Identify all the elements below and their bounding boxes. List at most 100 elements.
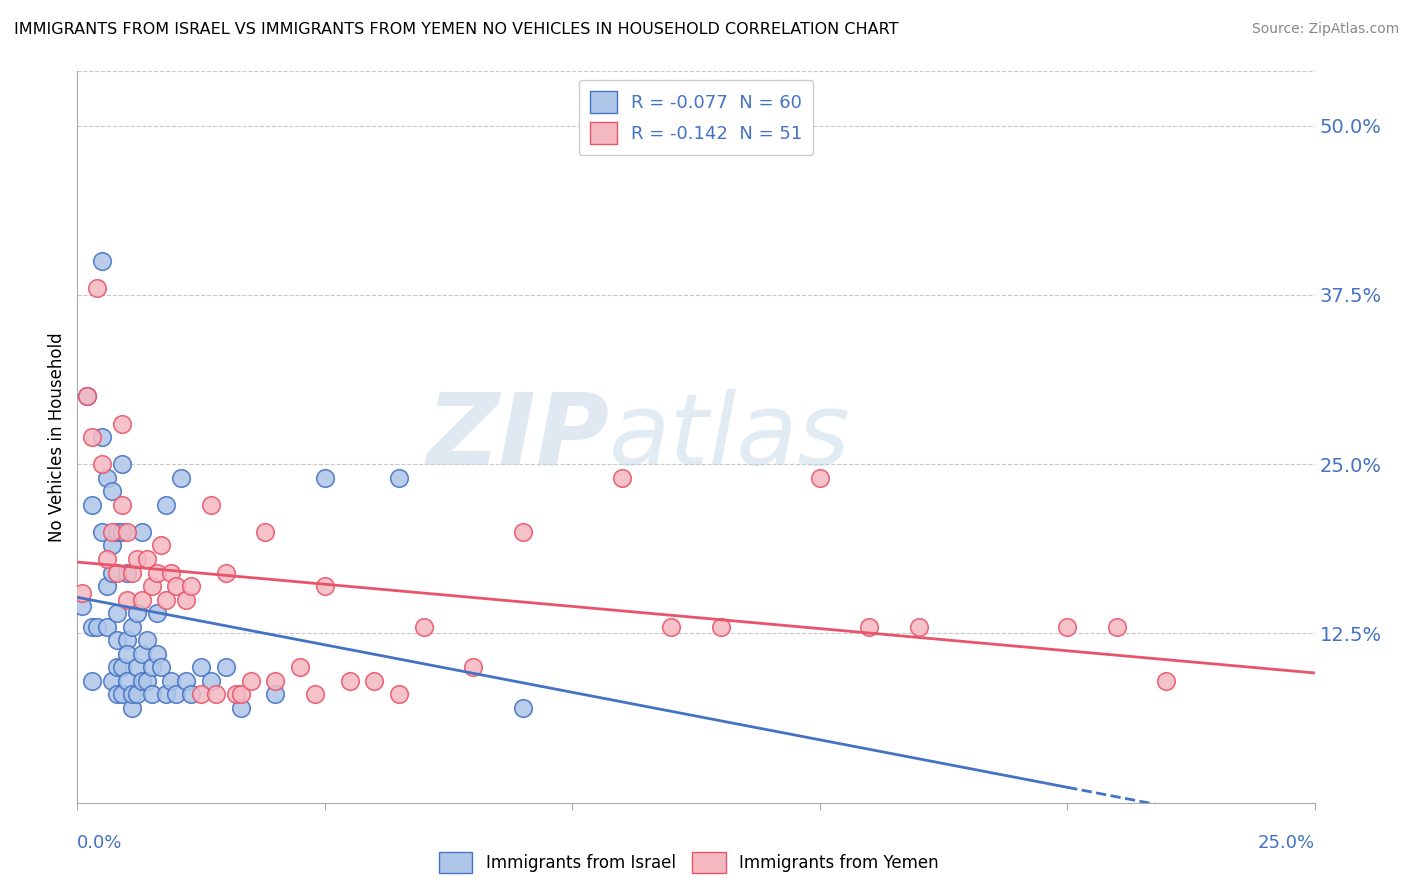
- Point: [463, 660, 485, 674]
- Point: [135, 673, 157, 688]
- Point: [131, 592, 153, 607]
- Point: [264, 688, 287, 702]
- Point: [72, 599, 94, 614]
- Point: [215, 660, 238, 674]
- Point: [150, 660, 173, 674]
- Point: [170, 471, 193, 485]
- Point: [229, 688, 252, 702]
- Point: [190, 688, 212, 702]
- Y-axis label: No Vehicles in Household: No Vehicles in Household: [48, 332, 66, 542]
- Point: [96, 620, 118, 634]
- Point: [135, 633, 157, 648]
- Point: [131, 647, 153, 661]
- Point: [101, 524, 124, 539]
- Point: [125, 606, 148, 620]
- Point: [101, 484, 124, 499]
- Point: [141, 660, 163, 674]
- Point: [105, 566, 128, 580]
- Point: [101, 538, 124, 552]
- Point: [363, 673, 385, 688]
- Point: [388, 471, 411, 485]
- Point: [111, 457, 134, 471]
- Point: [82, 620, 104, 634]
- Point: [200, 673, 222, 688]
- Point: [86, 281, 108, 295]
- Point: [105, 660, 128, 674]
- Legend: R = -0.077  N = 60, R = -0.142  N = 51: R = -0.077 N = 60, R = -0.142 N = 51: [579, 80, 813, 155]
- Point: [96, 471, 118, 485]
- Point: [115, 524, 138, 539]
- Point: [141, 688, 163, 702]
- Point: [388, 688, 411, 702]
- Point: [180, 688, 202, 702]
- Point: [512, 701, 534, 715]
- Point: [101, 673, 124, 688]
- Point: [145, 647, 167, 661]
- Point: [141, 579, 163, 593]
- Point: [115, 633, 138, 648]
- Point: [121, 566, 143, 580]
- Point: [205, 688, 228, 702]
- Point: [512, 524, 534, 539]
- Point: [412, 620, 434, 634]
- Point: [659, 620, 682, 634]
- Point: [239, 673, 262, 688]
- Point: [160, 566, 183, 580]
- Point: [314, 471, 336, 485]
- Text: 25.0%: 25.0%: [1257, 834, 1315, 852]
- Point: [174, 673, 197, 688]
- Point: [96, 579, 118, 593]
- Point: [1105, 620, 1128, 634]
- Point: [76, 389, 98, 403]
- Point: [225, 688, 247, 702]
- Point: [808, 471, 831, 485]
- Point: [150, 538, 173, 552]
- Point: [96, 552, 118, 566]
- Point: [165, 688, 187, 702]
- Point: [155, 498, 177, 512]
- Point: [86, 620, 108, 634]
- Point: [82, 498, 104, 512]
- Point: [121, 688, 143, 702]
- Point: [105, 606, 128, 620]
- Text: IMMIGRANTS FROM ISRAEL VS IMMIGRANTS FROM YEMEN NO VEHICLES IN HOUSEHOLD CORRELA: IMMIGRANTS FROM ISRAEL VS IMMIGRANTS FRO…: [14, 22, 898, 37]
- Point: [121, 620, 143, 634]
- Point: [111, 417, 134, 431]
- Point: [288, 660, 311, 674]
- Point: [111, 688, 134, 702]
- Point: [907, 620, 929, 634]
- Point: [610, 471, 633, 485]
- Point: [111, 660, 134, 674]
- Point: [229, 701, 252, 715]
- Point: [111, 498, 134, 512]
- Point: [131, 524, 153, 539]
- Point: [121, 701, 143, 715]
- Point: [145, 566, 167, 580]
- Point: [111, 524, 134, 539]
- Point: [76, 389, 98, 403]
- Point: [115, 673, 138, 688]
- Point: [200, 498, 222, 512]
- Text: ZIP: ZIP: [426, 389, 609, 485]
- Point: [1056, 620, 1078, 634]
- Point: [155, 592, 177, 607]
- Text: Source: ZipAtlas.com: Source: ZipAtlas.com: [1251, 22, 1399, 37]
- Point: [155, 688, 177, 702]
- Point: [125, 660, 148, 674]
- Point: [160, 673, 183, 688]
- Point: [82, 430, 104, 444]
- Point: [72, 586, 94, 600]
- Point: [101, 566, 124, 580]
- Point: [115, 592, 138, 607]
- Point: [105, 688, 128, 702]
- Point: [125, 552, 148, 566]
- Point: [135, 552, 157, 566]
- Point: [304, 688, 326, 702]
- Point: [339, 673, 361, 688]
- Point: [91, 430, 114, 444]
- Point: [115, 566, 138, 580]
- Legend: Immigrants from Israel, Immigrants from Yemen: Immigrants from Israel, Immigrants from …: [433, 846, 945, 880]
- Point: [174, 592, 197, 607]
- Point: [91, 457, 114, 471]
- Point: [125, 688, 148, 702]
